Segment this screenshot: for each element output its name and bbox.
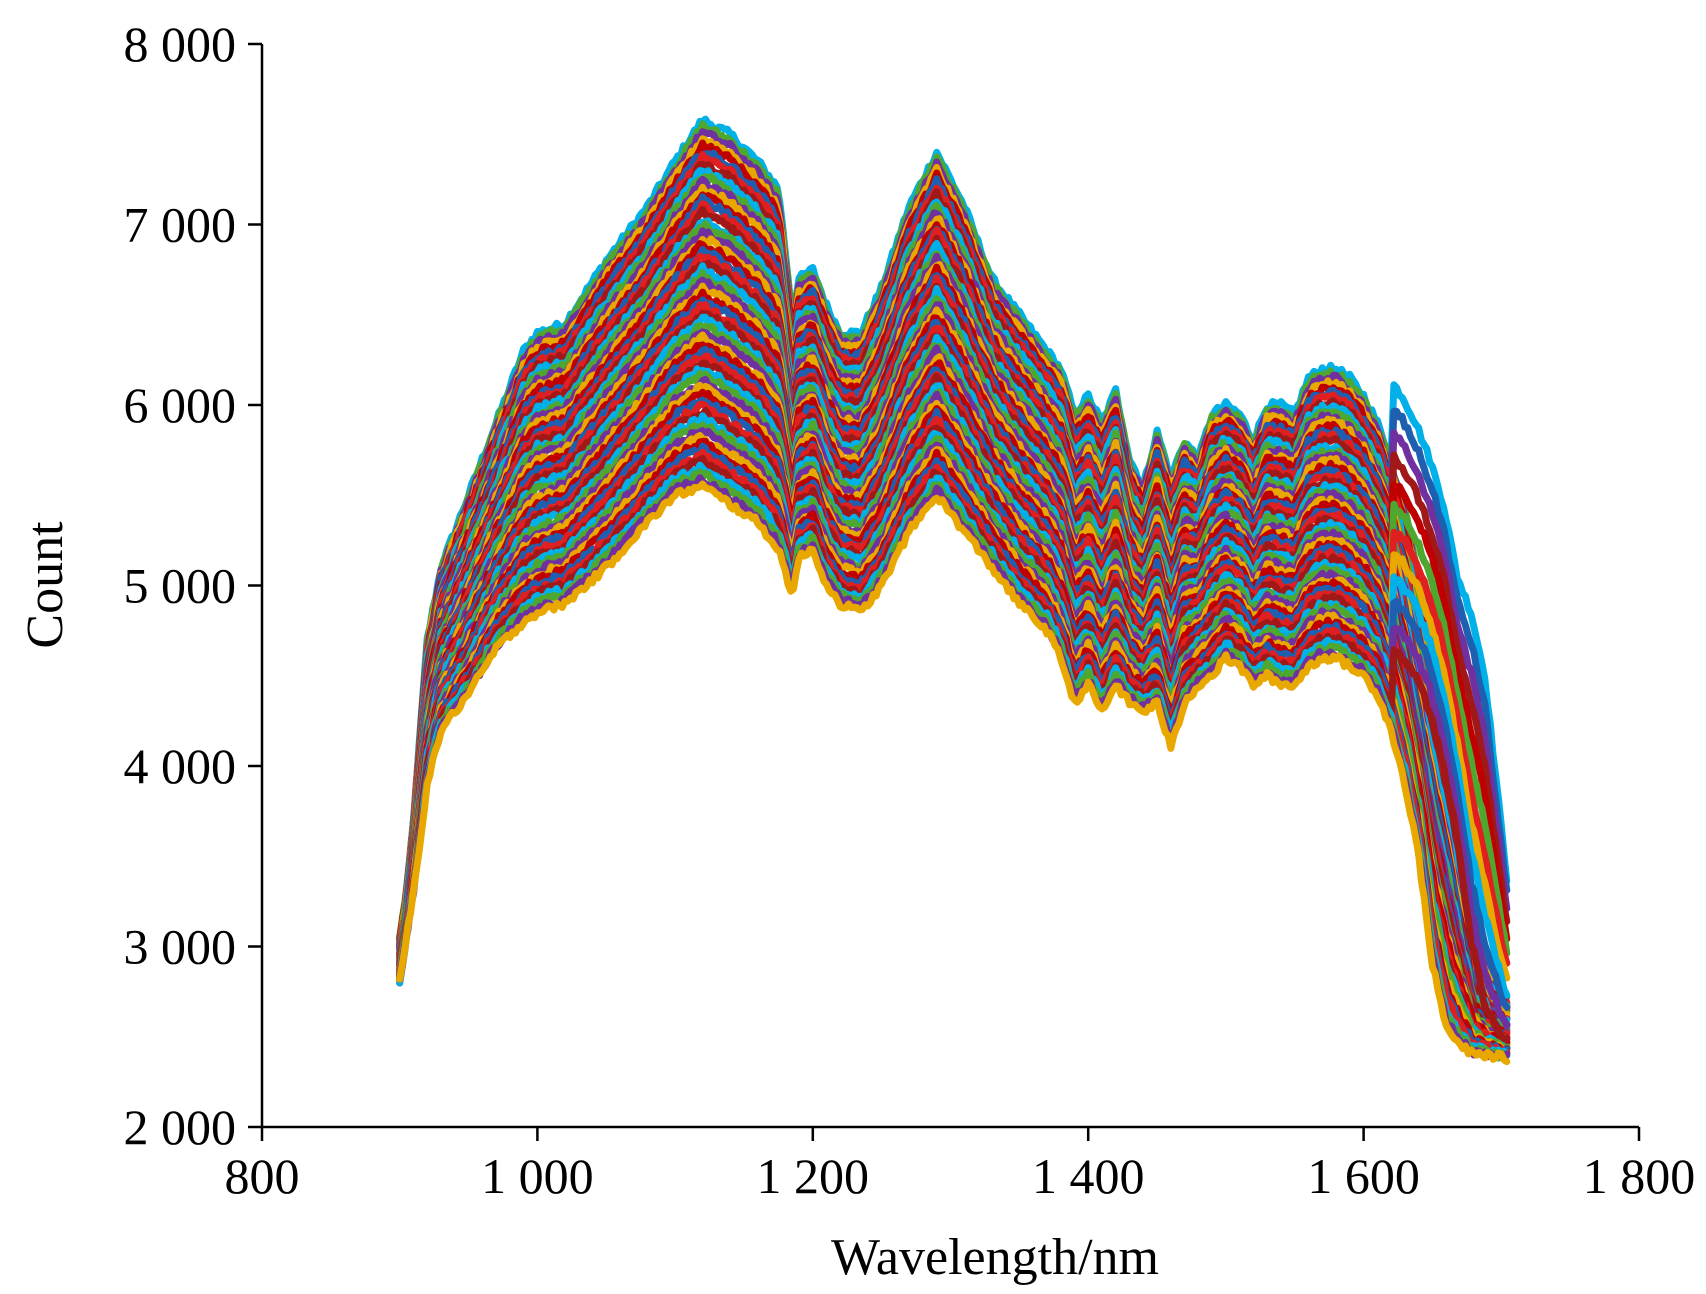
x-tick-label: 1 000	[481, 1148, 594, 1204]
y-tick-label: 8 000	[124, 16, 237, 72]
spectrum-line	[396, 480, 1511, 1066]
x-tick-label: 800	[225, 1148, 300, 1204]
y-tick-label: 2 000	[124, 1099, 237, 1155]
x-tick-label: 1 600	[1307, 1148, 1420, 1204]
y-tick-label: 5 000	[124, 558, 237, 614]
spectrum-line	[396, 421, 1511, 1052]
tick-layer: 800 1 000 1 200 1 400 1 600 1 800 2 000 3 000 4 …	[124, 16, 1696, 1204]
y-tick-label: 4 000	[124, 738, 237, 794]
x-tick-label: 1 800	[1583, 1148, 1696, 1204]
spectrum-line	[396, 427, 1511, 1029]
spectrum-line	[396, 396, 1511, 1011]
spectrum-line	[396, 193, 1511, 1014]
y-tick-label: 6 000	[124, 377, 237, 433]
x-tick-label: 1 400	[1032, 1148, 1145, 1204]
series-layer	[396, 115, 1511, 1066]
y-axis-title: Count	[17, 521, 74, 649]
spectrum-line	[396, 200, 1511, 1016]
y-tick-label: 3 000	[124, 919, 237, 975]
y-tick-label: 7 000	[124, 197, 237, 253]
x-tick-label: 1 200	[757, 1148, 870, 1204]
x-axis-title: Wavelength/nm	[831, 1229, 1159, 1286]
